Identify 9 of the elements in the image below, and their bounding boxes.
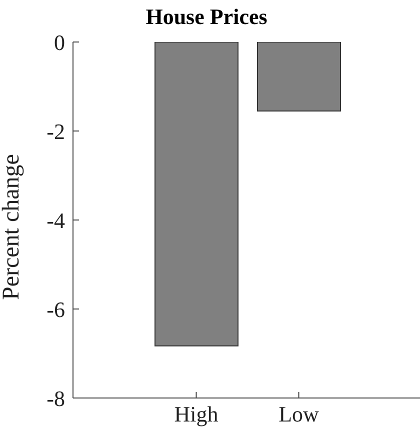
y-tick-label: -4 [46, 208, 65, 233]
y-tick-label: -8 [46, 386, 65, 411]
y-tick-label: 0 [54, 30, 65, 55]
y-tick-label: -6 [46, 296, 65, 322]
x-tick-label: High [174, 402, 218, 427]
y-tick-label: -2 [46, 118, 65, 144]
x-tick-label: Low [278, 402, 320, 427]
chart-title: House Prices [146, 4, 268, 29]
y-axis-title: Percent change [0, 154, 25, 300]
